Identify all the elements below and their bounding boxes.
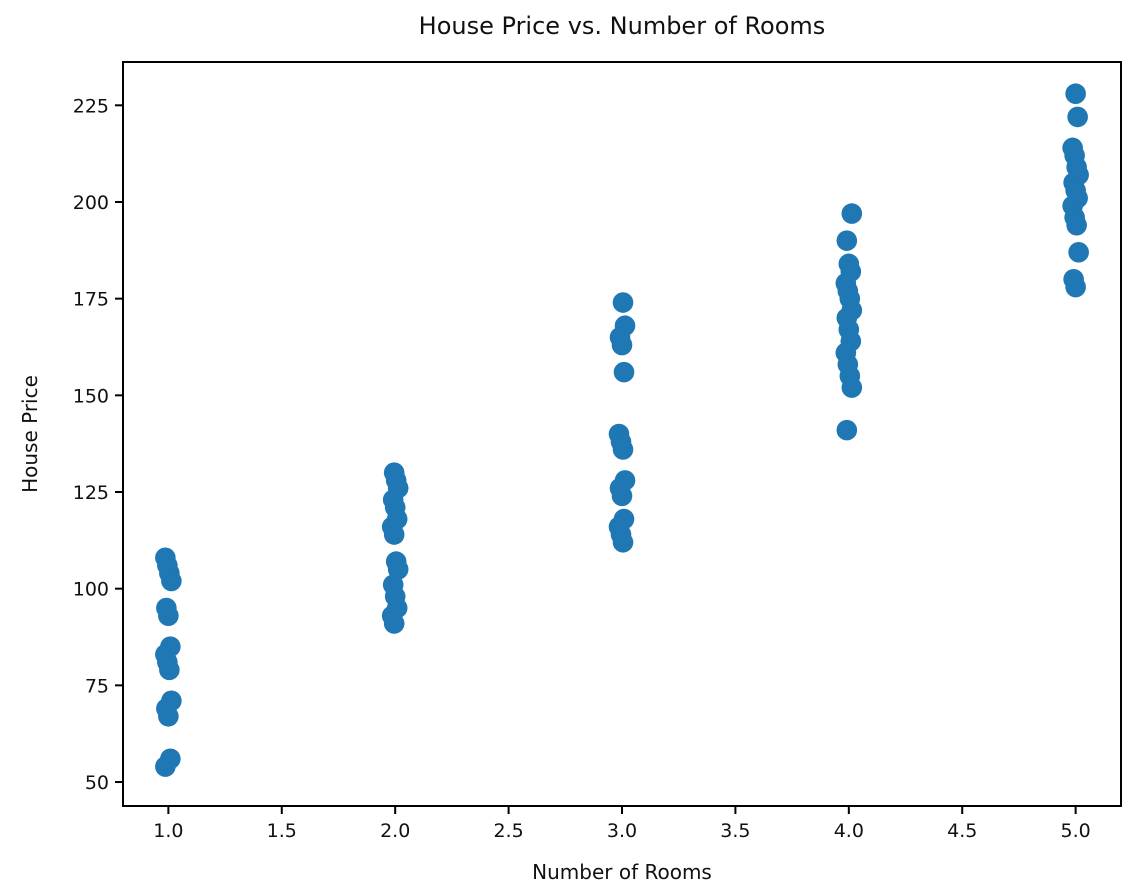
x-tick-label: 2.5 [493, 820, 523, 842]
scatter-point [1066, 214, 1087, 236]
scatter-point [611, 485, 633, 507]
scatter-point [612, 439, 634, 460]
scatter-point [158, 605, 179, 627]
x-tick-label: 1.0 [153, 820, 183, 842]
scatter-point [836, 230, 858, 251]
scatter-point [383, 613, 405, 634]
y-tick-label: 125 [73, 482, 109, 504]
y-tick-label: 175 [73, 289, 109, 311]
x-tick-label: 4.5 [947, 820, 977, 842]
y-tick-label: 50 [85, 772, 109, 794]
chart-title: House Price vs. Number of Rooms [418, 12, 826, 40]
x-tick-label: 3.0 [607, 820, 637, 842]
scatter-point [612, 292, 634, 313]
x-tick-label: 3.5 [720, 820, 750, 842]
scatter-point [612, 531, 634, 553]
scatter-point [613, 361, 635, 383]
y-tick-label: 200 [73, 192, 109, 214]
y-tick-label: 100 [73, 579, 109, 601]
x-tick-label: 2.0 [380, 820, 410, 842]
x-tick-label: 5.0 [1061, 820, 1091, 842]
x-axis-label: Number of Rooms [532, 860, 712, 884]
scatter-point [161, 570, 182, 592]
x-tick-label: 4.0 [834, 820, 864, 842]
scatter-point [1068, 241, 1089, 263]
scatter-point [841, 203, 863, 224]
axes-layer: 1.0 1.5 2.0 2.5 3.0 3.5 4.0 4.5 5.0 50 75 100 125 150… [73, 61, 1122, 842]
y-tick-label: 225 [73, 95, 109, 117]
scatter-point [158, 705, 179, 727]
scatter-point [611, 334, 633, 356]
x-tick-label: 1.5 [267, 820, 297, 842]
scatter-point [1065, 276, 1086, 298]
scatter-point [383, 524, 405, 545]
scatter-point [155, 756, 176, 777]
scatter-point [1067, 106, 1088, 128]
scatter-point [387, 559, 409, 580]
y-tick-label: 75 [85, 675, 109, 697]
scatter-point [1065, 83, 1086, 105]
scatter-points-layer [155, 83, 1089, 777]
scatter-point [841, 377, 863, 398]
scatter-point [159, 659, 180, 681]
scatter-point [836, 419, 858, 441]
y-tick-label: 150 [73, 385, 109, 407]
